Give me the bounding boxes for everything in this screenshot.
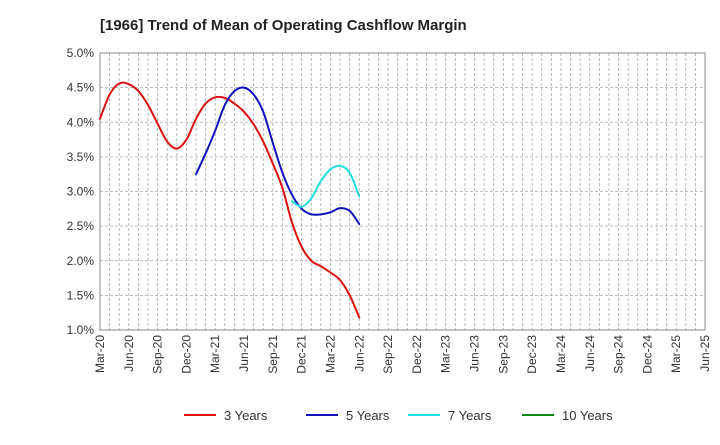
x-tick-label: Dec-24 [640,335,654,374]
series-line-1 [99,81,361,319]
y-tick-label: 3.5% [67,150,95,164]
x-tick-label: Mar-21 [208,335,222,373]
y-tick-label: 4.5% [67,81,95,95]
chart-title: [1966] Trend of Mean of Operating Cashfl… [100,17,467,34]
legend-label: 3 Years [224,408,268,423]
y-tick-label: 1.0% [67,323,95,337]
series-line-3 [291,164,361,208]
y-tick-label: 4.0% [67,115,95,129]
x-tick-label: Jun-24 [583,335,597,372]
x-tick-label: Mar-24 [554,335,568,373]
x-tick-label: Dec-22 [410,335,424,374]
x-tick-label: Sep-20 [151,335,165,374]
y-tick-label: 2.5% [67,219,95,233]
series-lines [99,81,361,319]
y-tick-label: 3.0% [67,185,95,199]
x-tick-label: Jun-25 [698,335,712,372]
x-tick-label: Mar-23 [439,335,453,373]
x-tick-label: Jun-23 [468,335,482,372]
series-line-2 [195,86,361,226]
y-tick-label: 1.5% [67,288,95,302]
legend-label: 10 Years [562,408,613,423]
legend-label: 5 Years [346,408,390,423]
y-tick-label: 5.0% [67,46,95,60]
x-tick-label: Dec-23 [525,335,539,374]
x-tick-label: Sep-21 [266,335,280,374]
grid [100,53,705,330]
x-axis: Mar-20 Jun-20 Sep-20 Dec-20 Mar-21 Jun-21 Sep-… [93,335,712,374]
x-tick-label: Sep-22 [381,335,395,374]
x-tick-label: Sep-23 [496,335,510,374]
x-tick-label: Mar-22 [323,335,337,373]
x-tick-label: Mar-20 [93,335,107,373]
legend-label: 7 Years [448,408,492,423]
x-tick-label: Dec-21 [295,335,309,374]
x-tick-label: Sep-24 [612,335,626,374]
y-tick-label: 2.0% [67,254,95,268]
x-tick-label: Jun-20 [122,335,136,372]
x-tick-label: Mar-25 [669,335,683,373]
x-tick-label: Dec-20 [179,335,193,374]
x-tick-label: Jun-21 [237,335,251,372]
legend: 3 Years 5 Years 7 Years 10 Years [184,408,613,423]
plot-frame [99,52,706,331]
x-tick-label: Jun-22 [352,335,366,372]
y-axis: 5.0% 4.5% 4.0% 3.5% 3.0% 2.5% 2.0% 1.5% 1.0% [67,46,95,337]
